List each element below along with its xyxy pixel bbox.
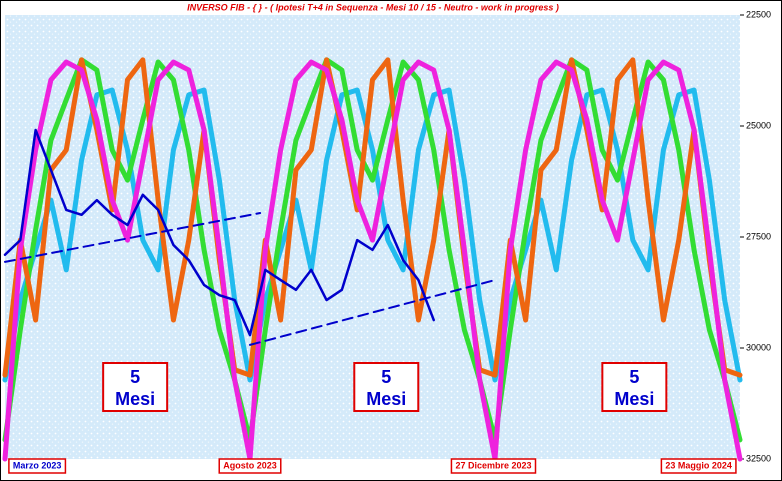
y-tick-label: 30000: [746, 342, 771, 352]
annotation-text: 5: [381, 367, 391, 387]
annotation-text: Mesi: [115, 389, 155, 409]
cycle-line: [2, 57, 743, 443]
annotation-text: Mesi: [614, 389, 654, 409]
date-label-box: [8, 458, 67, 474]
y-tick-label: 22500: [746, 9, 771, 19]
annotation-text: 5: [130, 367, 140, 387]
annotation-box: [102, 362, 169, 412]
date-label: 27 Dicembre 2023: [455, 460, 531, 470]
cycle-line: [2, 57, 743, 378]
chart-title: INVERSO FIB - { } - ( Ipotesi T+4 in Seq…: [187, 2, 559, 12]
date-label-box: [660, 458, 737, 474]
date-label-box: [218, 458, 282, 474]
date-label: Marzo 2023: [13, 460, 62, 470]
trend-line: [4, 212, 262, 263]
y-tick-label: 27500: [746, 231, 771, 241]
date-label: 23 Maggio 2024: [665, 460, 732, 470]
annotation-text: 5: [629, 367, 639, 387]
y-tick-label: 25000: [746, 120, 771, 130]
annotation-box: [601, 362, 668, 412]
price-line: [3, 128, 435, 337]
cycle-line: [2, 59, 743, 462]
y-tick-label: 32500: [746, 453, 771, 463]
cycle-line: [2, 87, 743, 383]
date-label: Agosto 2023: [223, 460, 277, 470]
date-label-box: [450, 458, 537, 474]
trend-line: [249, 279, 496, 346]
annotation-text: Mesi: [366, 389, 406, 409]
annotation-box: [353, 362, 420, 412]
